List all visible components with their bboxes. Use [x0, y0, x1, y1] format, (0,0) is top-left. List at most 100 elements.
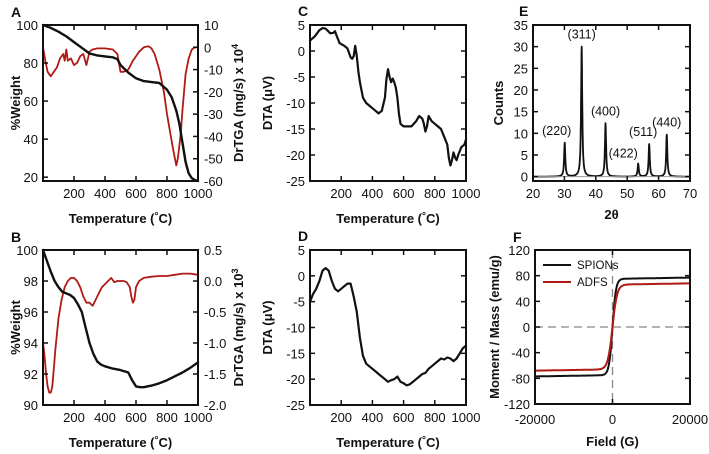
x-tick-label: 1000: [184, 410, 213, 425]
y-tick-label: -5: [293, 70, 305, 85]
y-tick-label: -80: [511, 371, 530, 386]
y-tick-label: -40: [511, 346, 530, 361]
y2-tick-label: 0.0: [204, 274, 222, 289]
y2-tick-label: -30: [204, 107, 223, 122]
y2-tick-label: -0.5: [204, 305, 226, 320]
x-axis-title: Field (G): [586, 434, 639, 449]
plot-frame: [42, 249, 199, 406]
y-tick-label: 98: [24, 274, 38, 289]
peak-label: (400): [591, 104, 620, 118]
series-dta: [308, 267, 468, 387]
panel-b: B 200 400 600 800 1000 90 92 94 96 98 100 0.5 0.0 -0.5…: [8, 229, 246, 450]
y-tick-label: -10: [286, 96, 305, 111]
x-tick-label: 800: [424, 410, 446, 425]
y-tick-label: 0: [298, 44, 305, 59]
y-axis-title: DTA (μV): [260, 76, 275, 130]
plot-frame: [42, 24, 199, 182]
x-tick-label: 40: [589, 186, 603, 201]
x-tick-label: 1000: [452, 410, 481, 425]
peak-label: (220): [542, 124, 571, 138]
peak-label: (311): [568, 28, 596, 42]
x-tick-label: 30: [557, 186, 571, 201]
y-tick-label: -20: [286, 148, 305, 163]
y2-tick-label: -1.5: [204, 367, 226, 382]
y-tick-label: -25: [286, 174, 305, 189]
y-axis-title: Counts: [491, 81, 506, 126]
y-tick-label: 20: [514, 83, 528, 98]
y-tick-label: -15: [286, 122, 305, 137]
y2-axis-title: DrTGA (mg/s) x 103: [230, 269, 246, 387]
y-tick-label: 20: [24, 170, 38, 185]
x-axis-title: Temperature (°C): [336, 211, 439, 226]
x-tick-label: 20: [526, 186, 540, 201]
x-tick-label: 1000: [452, 186, 481, 201]
y2-tick-label: -2.0: [204, 398, 226, 413]
y-tick-label: 120: [508, 243, 530, 258]
series-dta: [308, 27, 468, 167]
panel-f: F -20000 0 20000 120 80 40 0 -40 -80 -120 SPIONs ADF…: [487, 229, 708, 449]
y-tick-label: 0: [523, 320, 530, 335]
y2-tick-label: -10: [204, 63, 223, 78]
y2-tick-label: 0: [204, 40, 211, 55]
y-tick-label: 30: [514, 40, 528, 55]
y-tick-label: 5: [298, 243, 305, 258]
panel-label: B: [11, 229, 21, 245]
y-tick-label: 5: [521, 148, 528, 163]
y2-tick-label: 0.5: [204, 243, 222, 258]
y-tick-label: -120: [504, 397, 530, 412]
y-tick-label: 40: [516, 294, 530, 309]
plot-frame: [532, 24, 691, 182]
x-axis-title: Temperature (°C): [69, 211, 172, 226]
panel-label: C: [298, 3, 308, 19]
y-tick-label: 5: [298, 18, 305, 33]
x-tick-label: 1000: [184, 186, 213, 201]
x-tick-label: 600: [125, 410, 147, 425]
panel-label: F: [513, 229, 522, 245]
y-tick-label: 10: [514, 126, 528, 141]
series-drtga: [42, 272, 199, 394]
y-tick-label: 40: [24, 132, 38, 147]
x-tick-label: 200: [63, 410, 85, 425]
y-tick-label: 0: [521, 170, 528, 185]
x-axis-title: Temperature (°C): [69, 435, 172, 450]
x-tick-label: 0: [609, 412, 616, 427]
x-tick-label: -20000: [515, 412, 555, 427]
panel-d: D 200 400 600 800 1000 5 0 -5 -10 -15 -20 -25 Tempera…: [260, 228, 480, 450]
y-tick-label: 0: [298, 269, 305, 284]
x-tick-label: 800: [156, 410, 178, 425]
x-tick-label: 400: [94, 410, 116, 425]
x-tick-label: 400: [362, 410, 384, 425]
x-tick-label: 70: [683, 186, 697, 201]
x-tick-label: 600: [393, 410, 415, 425]
y-tick-label: 94: [24, 336, 38, 351]
y2-tick-label: -50: [204, 152, 223, 167]
y-tick-label: 90: [24, 398, 38, 413]
series-drtga: [42, 45, 199, 167]
y-tick-label: -20: [286, 372, 305, 387]
y-axis-title: %Weight: [8, 300, 23, 355]
legend-label: ADFS: [577, 277, 608, 289]
series-weight: [41, 23, 200, 183]
series-adfs: [534, 282, 691, 372]
y-tick-label: 96: [24, 305, 38, 320]
x-tick-label: 200: [330, 410, 352, 425]
x-tick-label: 50: [620, 186, 634, 201]
x-tick-label: 400: [94, 186, 116, 201]
y-tick-label: -10: [286, 321, 305, 336]
plot-frame: [309, 24, 467, 182]
x-tick-label: 400: [362, 186, 384, 201]
x-tick-label: 800: [424, 186, 446, 201]
y2-tick-label: -40: [204, 129, 223, 144]
x-tick-label: 800: [156, 186, 178, 201]
y2-axis-title: DrTGA (mg/s) x 104: [230, 44, 246, 162]
y-tick-label: 35: [514, 18, 528, 33]
y2-tick-label: -20: [204, 85, 223, 100]
y-axis-title: Moment / Mass (emu/g): [487, 255, 502, 399]
panel-label: D: [298, 228, 308, 244]
y-tick-label: -25: [286, 398, 305, 413]
y-tick-label: 100: [16, 18, 38, 33]
y-tick-label: 25: [514, 61, 528, 76]
y-axis-title: %Weight: [8, 75, 23, 130]
y2-tick-label: 10: [204, 18, 218, 33]
series-xrd: [532, 45, 691, 178]
